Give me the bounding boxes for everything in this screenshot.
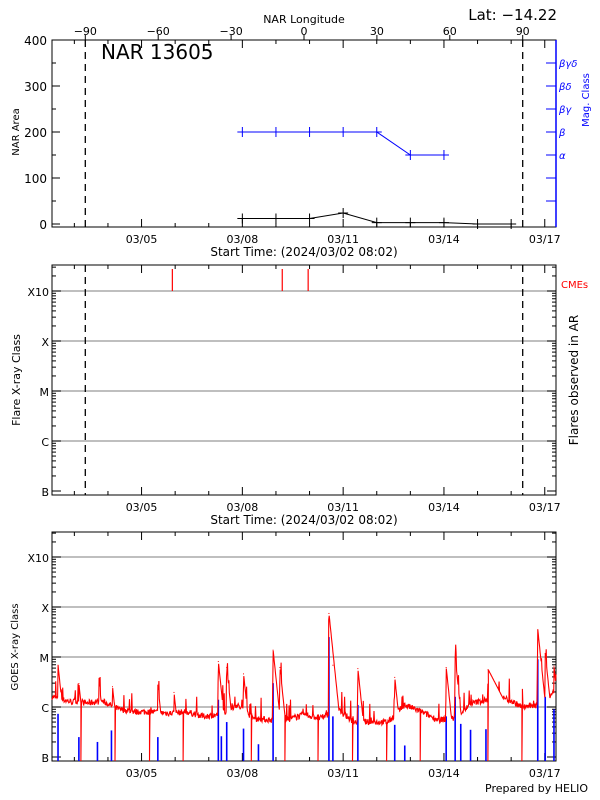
- longitude-tick-label: 30: [370, 25, 384, 38]
- panel-flare-class: B C M X X10 03/05 03/08 03/11 03/14 03/17: [27, 264, 561, 514]
- mag-class-tick-label: βγ: [558, 105, 572, 116]
- panel-goes-xray: B C M X X10 03/05 03/08 03/11 03/14 03/17: [27, 531, 561, 780]
- longitude-tick-label: −30: [219, 25, 242, 38]
- mag-class-point: [438, 150, 449, 160]
- y-tick-label: 0: [39, 218, 47, 232]
- area-point: [371, 217, 382, 228]
- y-tick-label: C: [41, 436, 49, 449]
- long-channel-line: [51, 615, 557, 762]
- x-tick-label: 03/08: [227, 501, 259, 514]
- plot-frame: [51, 264, 557, 496]
- mag-class-point: [270, 127, 281, 137]
- y-tick-label: X: [41, 602, 49, 615]
- area-point: [506, 219, 517, 229]
- x-tick-label: 03/14: [428, 501, 460, 514]
- mag-class-point: [405, 150, 416, 160]
- area-axis-label: NAR Area: [11, 108, 22, 155]
- area-point: [304, 213, 315, 224]
- mag-class-tick-label: β: [558, 128, 566, 139]
- x-tick-label: 03/08: [227, 233, 259, 246]
- flare-class-axis-label: Flare X-ray Class: [10, 334, 23, 426]
- x-tick-label: 03/11: [327, 233, 359, 246]
- x-tick-label: 03/17: [529, 501, 561, 514]
- mag-class-axis-label: Mag. Class: [581, 73, 592, 127]
- flares-observed-axis-label: Flares observed in AR: [567, 315, 581, 445]
- longitude-tick-label: −90: [74, 25, 97, 38]
- x-tick-label: 03/05: [126, 767, 158, 780]
- panel-nar-area: 03/05 03/08 03/11 03/14 03/17 −90 −60 −30 0 30 60 9…: [24, 25, 577, 246]
- top-panel-xlabel: Start Time: (2024/03/02 08:02): [210, 245, 397, 259]
- x-tick-label: 03/08: [227, 767, 259, 780]
- longitude-tick-label: −60: [147, 25, 170, 38]
- y-tick-label: B: [41, 486, 49, 499]
- y-tick-label: B: [41, 752, 49, 765]
- x-tick-label: 03/05: [126, 501, 158, 514]
- x-tick-label: 03/05: [126, 233, 158, 246]
- area-point: [237, 213, 248, 224]
- goes-axis-label: GOES X-ray Class: [10, 603, 21, 690]
- plot-frame: [51, 531, 557, 762]
- area-point: [438, 217, 449, 228]
- x-tick-label: 03/11: [327, 767, 359, 780]
- longitude-tick-label: 60: [443, 25, 457, 38]
- mid-panel-xlabel: Start Time: (2024/03/02 08:02): [210, 513, 397, 527]
- mag-class-tick-label: βγδ: [558, 59, 577, 70]
- area-point: [405, 217, 416, 228]
- mag-class-point: [304, 127, 315, 137]
- y-tick-label: X10: [27, 552, 49, 565]
- y-tick-label: M: [40, 652, 50, 665]
- cme-label: CMEs: [561, 280, 588, 291]
- longitude-tick-label: 90: [516, 25, 530, 38]
- mag-class-tick-label: α: [559, 151, 566, 162]
- y-tick-label: X10: [27, 286, 49, 299]
- top-axis-label: NAR Longitude: [263, 13, 345, 26]
- mag-class-point: [237, 127, 248, 137]
- x-tick-label: 03/17: [529, 233, 561, 246]
- x-tick-label: 03/14: [428, 233, 460, 246]
- longitude-tick-label: 0: [301, 25, 308, 38]
- y-tick-label: X: [41, 336, 49, 349]
- mag-class-point: [371, 127, 382, 137]
- area-point: [270, 213, 281, 224]
- y-tick-label: 200: [24, 126, 47, 140]
- y-tick-label: 300: [24, 80, 47, 94]
- region-title: NAR 13605: [101, 40, 214, 64]
- y-tick-label: M: [40, 386, 50, 399]
- latitude-label: Lat: −14.22: [468, 6, 557, 24]
- x-tick-label: 03/14: [428, 767, 460, 780]
- credit-label: Prepared by HELIO: [485, 782, 588, 795]
- x-tick-label: 03/17: [529, 767, 561, 780]
- y-tick-label: C: [41, 702, 49, 715]
- mag-class-point: [338, 127, 349, 137]
- mag-class-tick-label: βδ: [558, 82, 572, 93]
- area-point: [338, 207, 349, 218]
- y-tick-label: 100: [24, 172, 47, 186]
- area-point: [472, 219, 483, 229]
- x-tick-label: 03/11: [327, 501, 359, 514]
- y-tick-label: 400: [24, 34, 47, 48]
